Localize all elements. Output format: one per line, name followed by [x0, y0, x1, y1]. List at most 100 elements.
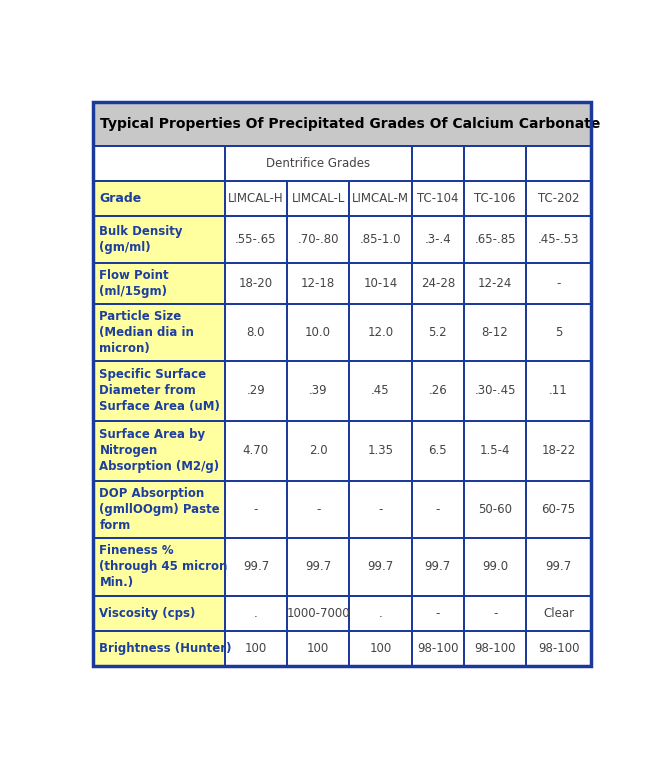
Bar	[287, 596, 350, 631]
Text: 12.0: 12.0	[368, 326, 394, 339]
Text: 50-60: 50-60	[478, 503, 512, 516]
Text: 8.0: 8.0	[247, 326, 265, 339]
Text: 100: 100	[307, 641, 329, 655]
Text: 1000-7000: 1000-7000	[286, 606, 350, 619]
Text: .39: .39	[309, 385, 327, 397]
Bar	[526, 631, 591, 666]
Text: 4.70: 4.70	[243, 445, 269, 458]
Text: 12-24: 12-24	[478, 277, 512, 290]
Text: Dentrifice Grades: Dentrifice Grades	[266, 157, 370, 170]
Text: 98-100: 98-100	[417, 641, 458, 655]
Bar	[93, 631, 225, 666]
Bar	[225, 263, 287, 304]
Bar	[464, 304, 526, 361]
Bar	[93, 361, 225, 421]
Bar	[464, 596, 526, 631]
Text: 8-12: 8-12	[482, 326, 508, 339]
Text: .30-.45: .30-.45	[474, 385, 516, 397]
Text: 99.7: 99.7	[243, 560, 269, 573]
Bar	[225, 631, 287, 666]
Text: .26: .26	[428, 385, 447, 397]
Text: Bulk Density
(gm/ml): Bulk Density (gm/ml)	[99, 225, 183, 255]
Bar	[93, 102, 591, 146]
Bar	[350, 217, 412, 263]
Bar	[287, 481, 350, 538]
Bar	[464, 181, 526, 217]
Bar	[287, 631, 350, 666]
Bar	[526, 538, 591, 596]
Text: .65-.85: .65-.85	[474, 233, 516, 246]
Bar	[93, 146, 225, 181]
Bar	[526, 263, 591, 304]
Bar	[464, 263, 526, 304]
Text: 18-20: 18-20	[239, 277, 273, 290]
Bar	[93, 181, 225, 217]
Bar	[350, 304, 412, 361]
Bar	[350, 596, 412, 631]
Bar	[526, 596, 591, 631]
Bar	[225, 217, 287, 263]
Bar	[350, 481, 412, 538]
Bar	[93, 263, 225, 304]
Text: 98-100: 98-100	[474, 641, 516, 655]
Bar	[350, 361, 412, 421]
Bar	[225, 481, 287, 538]
Text: LIMCAL-H: LIMCAL-H	[228, 192, 283, 205]
Text: 99.7: 99.7	[546, 560, 572, 573]
Bar	[225, 146, 412, 181]
Text: 60-75: 60-75	[542, 503, 576, 516]
Text: 12-18: 12-18	[301, 277, 336, 290]
Text: 99.0: 99.0	[482, 560, 508, 573]
Bar	[93, 481, 225, 538]
Bar	[350, 631, 412, 666]
Text: Viscosity (cps): Viscosity (cps)	[99, 606, 196, 619]
Text: .45: .45	[371, 385, 390, 397]
Bar	[412, 263, 464, 304]
Text: 99.7: 99.7	[368, 560, 394, 573]
Bar	[93, 304, 225, 361]
Text: Flow Point
(ml/15gm): Flow Point (ml/15gm)	[99, 269, 169, 298]
Bar	[412, 304, 464, 361]
Text: .85-1.0: .85-1.0	[360, 233, 402, 246]
Bar	[287, 421, 350, 481]
Bar	[350, 538, 412, 596]
Bar	[93, 217, 225, 263]
Bar	[350, 263, 412, 304]
Text: .11: .11	[549, 385, 568, 397]
Bar	[287, 538, 350, 596]
Bar	[464, 421, 526, 481]
Text: Grade: Grade	[99, 192, 141, 205]
Bar	[412, 361, 464, 421]
Text: 100: 100	[245, 641, 267, 655]
Bar	[464, 217, 526, 263]
Text: Brightness (Hunter): Brightness (Hunter)	[99, 641, 232, 655]
Bar	[412, 481, 464, 538]
Text: DOP Absorption
(gmllOOgm) Paste
form: DOP Absorption (gmllOOgm) Paste form	[99, 487, 220, 532]
Bar	[464, 146, 526, 181]
Text: 10.0: 10.0	[305, 326, 331, 339]
Bar	[412, 146, 464, 181]
Bar	[287, 181, 350, 217]
Bar	[225, 596, 287, 631]
Text: .70-.80: .70-.80	[297, 233, 339, 246]
Bar	[526, 146, 591, 181]
Bar	[225, 421, 287, 481]
Text: 99.7: 99.7	[305, 560, 331, 573]
Text: 2.0: 2.0	[309, 445, 327, 458]
Bar	[93, 421, 225, 481]
Text: Specific Surface
Diameter from
Surface Area (uM): Specific Surface Diameter from Surface A…	[99, 369, 220, 413]
Bar	[526, 217, 591, 263]
Text: 1.5-4: 1.5-4	[480, 445, 510, 458]
Text: 5.2: 5.2	[428, 326, 447, 339]
Bar	[412, 421, 464, 481]
Bar	[225, 181, 287, 217]
Bar	[526, 361, 591, 421]
Bar	[526, 304, 591, 361]
Bar	[287, 361, 350, 421]
Bar	[526, 481, 591, 538]
Bar	[464, 631, 526, 666]
Text: .55-.65: .55-.65	[235, 233, 277, 246]
Text: 18-22: 18-22	[542, 445, 576, 458]
Text: Typical Properties Of Precipitated Grades Of Calcium Carbonate: Typical Properties Of Precipitated Grade…	[100, 117, 600, 131]
Text: .29: .29	[247, 385, 265, 397]
